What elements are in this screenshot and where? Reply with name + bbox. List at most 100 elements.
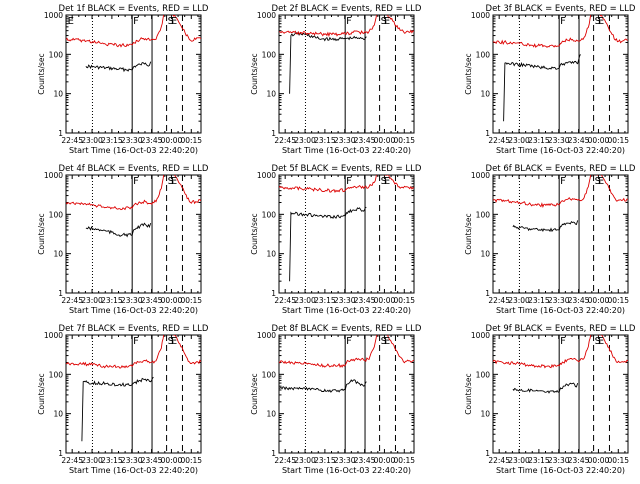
lld-series-line: [66, 175, 201, 211]
x-tick-label: 00:00: [588, 296, 610, 305]
event-marker-label: F: [346, 16, 352, 27]
y-tick-label: 10: [53, 250, 63, 259]
x-tick-label: 23:00: [294, 456, 316, 465]
x-tick-label: 23:30: [121, 456, 143, 465]
panel-title: Det 7f BLACK = Events, RED = LLD: [59, 324, 209, 334]
panel-title: Det 2f BLACK = Events, RED = LLD: [272, 4, 422, 14]
x-axis-label: Start Time (16-Oct-03 22:40:20): [282, 306, 411, 315]
x-tick-label: 00:00: [374, 456, 396, 465]
y-tick-label: 1: [58, 449, 63, 458]
panel-title: Det 6f BLACK = Events, RED = LLD: [486, 164, 636, 174]
x-tick-label: 23:00: [294, 136, 316, 145]
y-tick-label: 1: [485, 449, 490, 458]
x-tick-label: 00:00: [588, 136, 610, 145]
x-tick-label: 23:45: [568, 296, 590, 305]
x-tick-label: 23:15: [528, 136, 550, 145]
detector-panel-4: Det 4f BLACK = Events, RED = LLD 1 10 100 10…: [37, 164, 209, 315]
lld-series-line: [493, 175, 628, 208]
y-tick-label: 100: [476, 210, 491, 219]
lld-series-line: [493, 335, 628, 369]
y-tick-label: 100: [49, 370, 64, 379]
event-marker-label: F: [560, 176, 566, 187]
detector-panel-5: Det 5f BLACK = Events, RED = LLD 1 10 100 10…: [250, 164, 422, 315]
events-series-line: [289, 206, 367, 282]
x-tick-label: 23:30: [548, 296, 570, 305]
y-tick-label: 100: [262, 370, 277, 379]
x-axis-label: Start Time (16-Oct-03 22:40:20): [496, 146, 625, 155]
y-tick-label: 1: [485, 289, 490, 298]
plot-frame: [278, 14, 415, 134]
x-tick-label: 23:15: [101, 456, 123, 465]
lld-series-line: [279, 335, 414, 368]
x-axis-label: Start Time (16-Oct-03 22:40:20): [282, 466, 411, 475]
series-group: [66, 175, 201, 238]
x-axis-label: Start Time (16-Oct-03 22:40:20): [496, 306, 625, 315]
plot-frame: [492, 334, 629, 454]
x-tick-label: 23:15: [528, 456, 550, 465]
event-marker-label: S: [595, 336, 601, 347]
x-tick-label: 00:15: [393, 456, 415, 465]
y-tick-label: 100: [49, 50, 64, 59]
x-tick-label: 23:00: [81, 136, 103, 145]
x-tick-label: 23:15: [314, 136, 336, 145]
plot-frame: [65, 174, 202, 294]
x-tick-label: 22:45: [274, 296, 296, 305]
y-tick-label: 100: [476, 370, 491, 379]
events-series-line: [503, 54, 581, 122]
x-tick-label: 00:15: [180, 136, 202, 145]
y-axis-label: Counts/sec: [37, 373, 46, 414]
x-axis-label: Start Time (16-Oct-03 22:40:20): [282, 146, 411, 155]
plot-frame: [492, 14, 629, 134]
y-tick-label: 1000: [471, 11, 490, 20]
y-axis-label: Counts/sec: [464, 53, 473, 94]
x-tick-label: 23:30: [334, 296, 356, 305]
y-axis-label: Counts/sec: [464, 373, 473, 414]
y-tick-label: 1000: [44, 11, 63, 20]
y-tick-label: 1: [58, 289, 63, 298]
series-group: [66, 15, 201, 73]
event-marker-label: E: [384, 16, 390, 27]
x-tick-label: 23:00: [81, 456, 103, 465]
plot-frame: [278, 334, 415, 454]
x-tick-label: 22:45: [274, 456, 296, 465]
y-tick-label: 100: [49, 210, 64, 219]
y-tick-label: 10: [53, 90, 63, 99]
y-tick-label: 1: [58, 129, 63, 138]
x-tick-label: 00:15: [607, 136, 629, 145]
event-marker-label: S: [168, 336, 174, 347]
x-tick-label: 23:15: [314, 456, 336, 465]
series-group: [279, 335, 414, 393]
y-tick-label: 1000: [257, 331, 276, 340]
x-tick-label: 00:15: [180, 456, 202, 465]
y-tick-label: 1: [271, 289, 276, 298]
y-tick-label: 100: [262, 210, 277, 219]
x-tick-label: 23:00: [294, 296, 316, 305]
x-tick-label: 23:45: [141, 136, 163, 145]
detector-panel-9: Det 9f BLACK = Events, RED = LLD 1 10 100 10…: [464, 324, 636, 475]
detector-panel-2: Det 2f BLACK = Events, RED = LLD 1 10 100 10…: [250, 4, 422, 155]
y-tick-label: 1: [485, 129, 490, 138]
lld-series-line: [66, 15, 201, 48]
events-series-line: [289, 32, 367, 94]
lld-series-line: [279, 175, 414, 193]
events-series-line: [81, 376, 154, 442]
events-series-line: [279, 379, 367, 393]
event-marker-label: F: [346, 176, 352, 187]
x-tick-label: 23:15: [314, 296, 336, 305]
x-tick-label: 23:45: [354, 456, 376, 465]
events-series-line: [512, 220, 579, 233]
lld-series-line: [493, 15, 628, 48]
y-axis-label: Counts/sec: [250, 373, 259, 414]
y-tick-label: 10: [266, 90, 276, 99]
event-marker-label: E: [384, 336, 390, 347]
y-axis-label: Counts/sec: [37, 213, 46, 254]
lld-series-line: [66, 335, 201, 369]
event-marker-label: E: [171, 336, 177, 347]
x-tick-label: 00:15: [393, 136, 415, 145]
panel-title: Det 9f BLACK = Events, RED = LLD: [486, 324, 636, 334]
x-tick-label: 23:45: [141, 296, 163, 305]
panel-title: Det 5f BLACK = Events, RED = LLD: [272, 164, 422, 174]
x-tick-label: 23:45: [141, 456, 163, 465]
